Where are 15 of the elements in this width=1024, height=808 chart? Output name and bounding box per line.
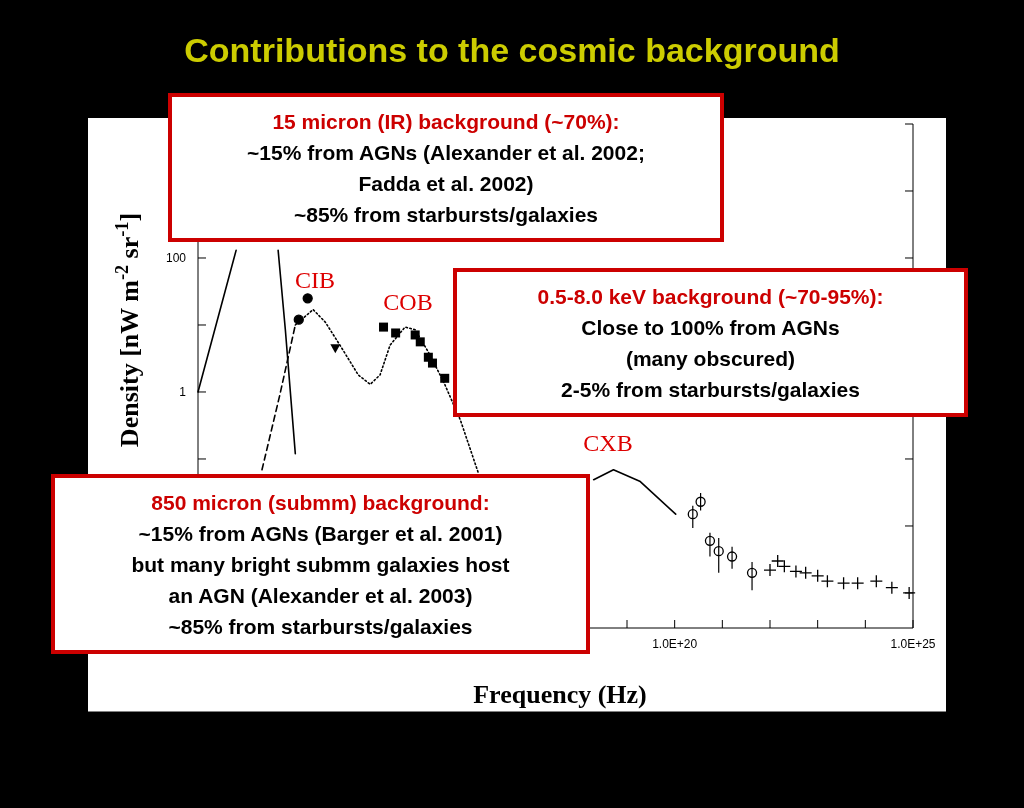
y-tick-label: 1	[179, 384, 187, 399]
callout-box: 850 micron (submm) background: ~15% from AGNs (Barger et al. 2001) but many bright submm galaxies host an AGN (Alexander et al. 2003) ~85% from starbursts/galaxies	[51, 474, 590, 654]
callout-box: 0.5-8.0 keV background (~70-95%): Close to 100% from AGNs (many obscured) 2-5% from starbursts/galaxies	[453, 268, 968, 417]
x-tick-label: 1.0E+25	[890, 637, 936, 651]
annotation: CXB	[583, 430, 633, 456]
x-tick-label: 1.0E+20	[652, 637, 698, 651]
annotation: 15 micron (IR) background (~70%): ~15% from AGNs (Alexander et al. 2002; Fadda et al. 2002) ~85% from starbursts/galaxies	[247, 110, 645, 226]
annotation: CIB	[294, 267, 336, 293]
x-axis-title: Frequency (Hz)	[473, 680, 647, 709]
annotation: 0.5-8.0 keV background (~70-95%): Close to 100% from AGNs (many obscured) 2-5% from starbursts/galaxies	[537, 285, 884, 401]
annotation: COB	[383, 289, 433, 315]
chart-title: Contributions to the cosmic background	[184, 31, 840, 69]
callout-box: 15 micron (IR) background (~70%): ~15% from AGNs (Alexander et al. 2002; Fadda et al. 2002) ~85% from starbursts/galaxies	[168, 93, 724, 242]
y-tick-label: 100	[165, 250, 187, 265]
annotation: 850 micron (submm) background: ~15% from AGNs (Barger et al. 2001) but many bright submm galaxies host an AGN (Alexander et al. 2003) ~85% from starbursts/galaxies	[131, 491, 510, 638]
